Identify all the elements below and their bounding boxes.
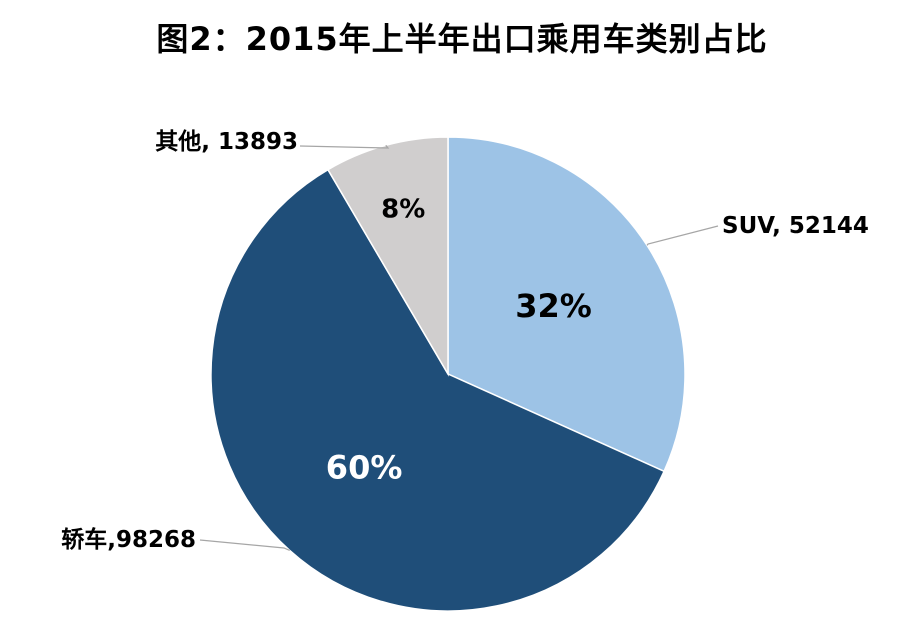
pie-slice-1: [210, 168, 666, 612]
pie-slice-0: [447, 136, 686, 473]
leader-lines: [199, 144, 719, 551]
data-label-0: SUV, 52144: [722, 213, 869, 239]
percent-label-1: 60%: [326, 448, 403, 486]
leader-line-2: [299, 144, 390, 149]
leader-line-0: [646, 225, 719, 246]
data-label-2: 其他, 13893: [155, 129, 298, 155]
chart-title: 图2：2015年上半年出口乘用车类别占比: [156, 20, 768, 58]
percent-label-0: 32%: [515, 287, 592, 325]
data-label-1: 轿车,98268: [61, 526, 196, 553]
leader-line-1: [199, 539, 290, 551]
pie-slices: [210, 136, 686, 612]
pie-labels: 32% SUV, 52144 60% 轿车,98268 8% 其他, 13893: [61, 129, 869, 553]
percent-label-2: 8%: [381, 194, 425, 224]
